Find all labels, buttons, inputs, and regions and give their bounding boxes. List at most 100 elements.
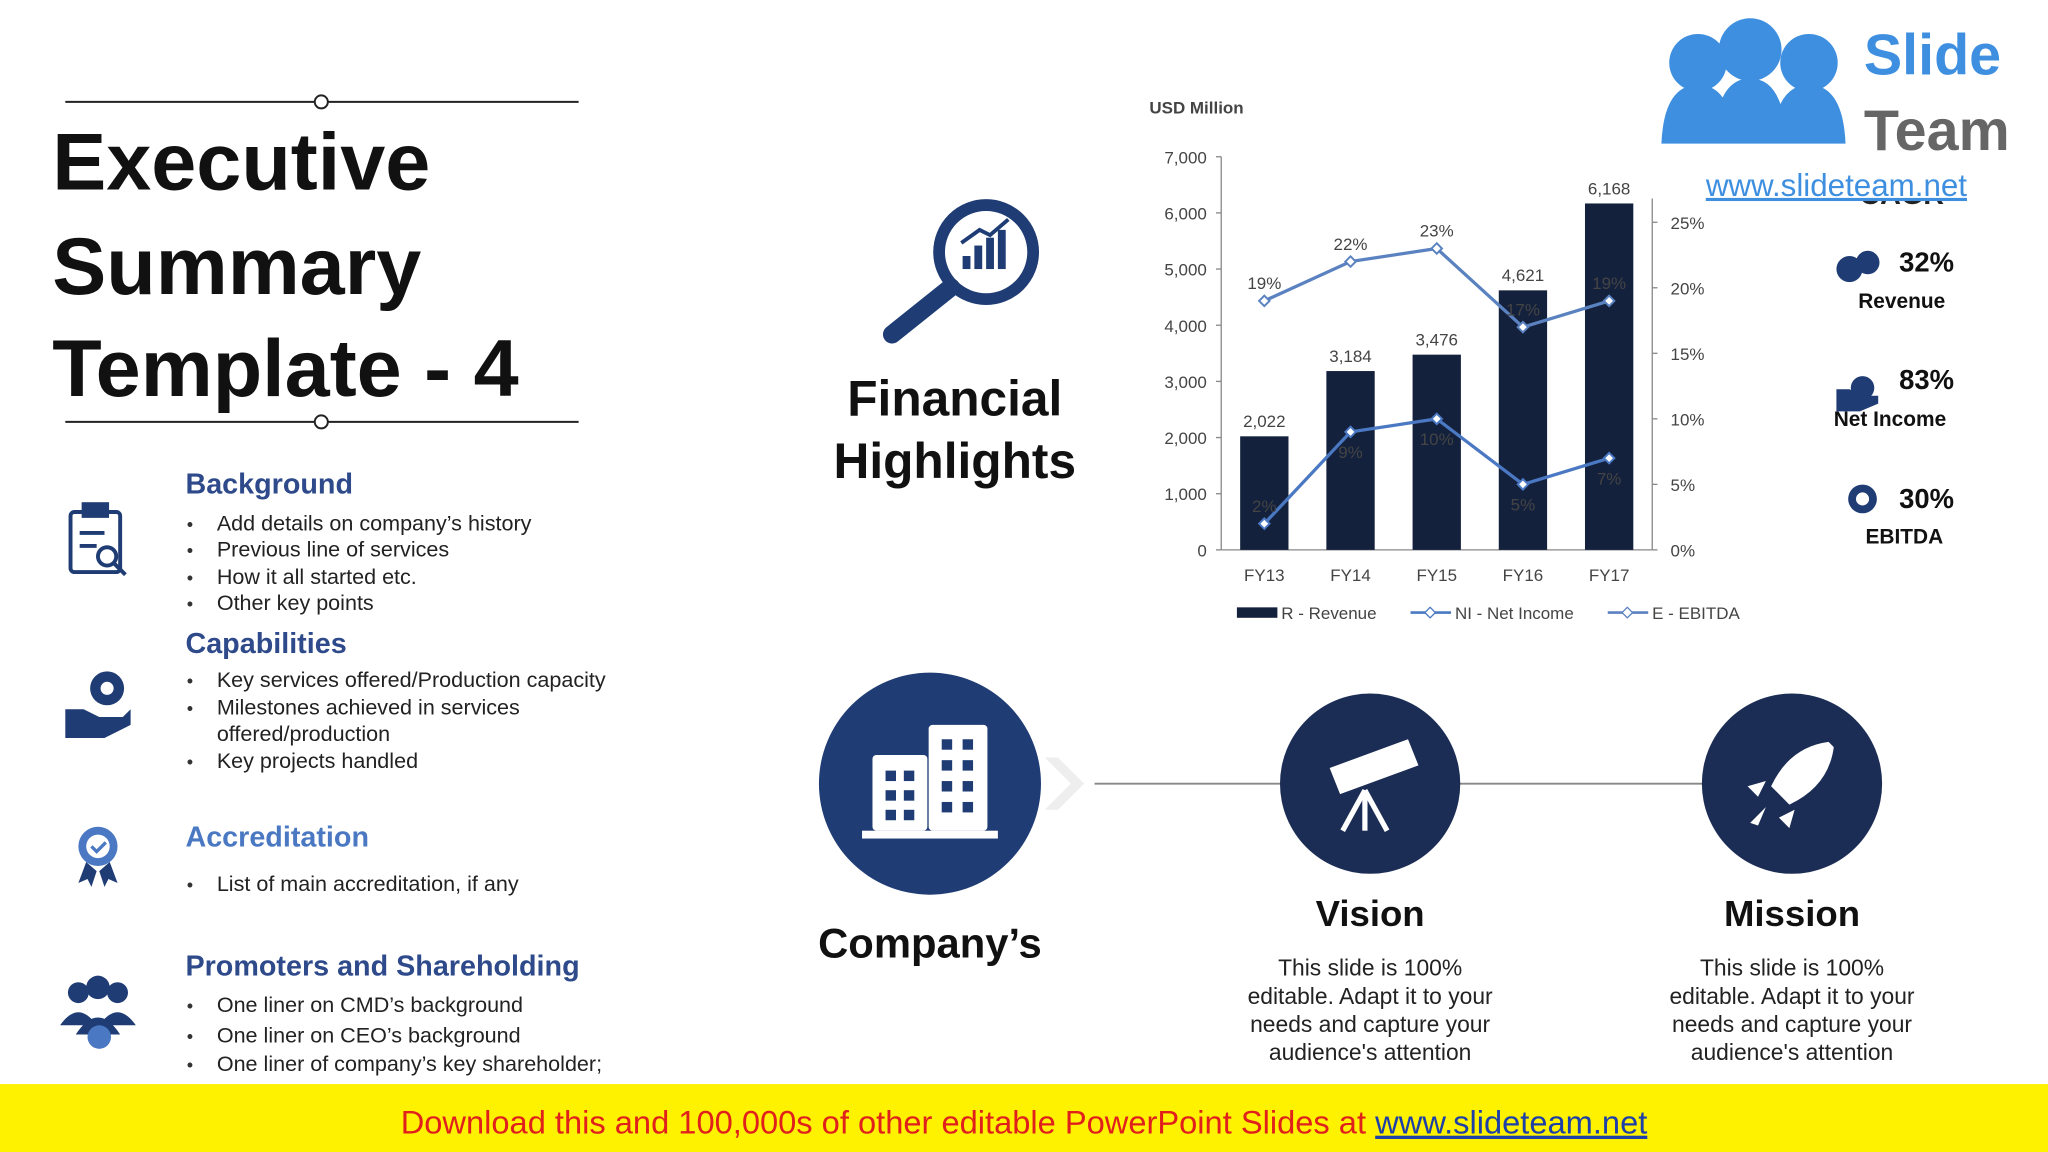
financial-title: Highlights xyxy=(833,433,1076,489)
mission-text: audience's attention xyxy=(1691,1039,1894,1065)
x-tick-label: FY13 xyxy=(1244,566,1285,585)
legend-label: R - Revenue xyxy=(1281,604,1376,623)
mission-text: This slide is 100% xyxy=(1700,955,1884,981)
y2-tick-label: 15% xyxy=(1671,345,1705,364)
legend-label: NI - Net Income xyxy=(1455,604,1574,623)
company-title: Company’s xyxy=(818,919,1042,966)
banner-link[interactable]: www.slideteam.net xyxy=(1374,1104,1647,1141)
banner-message: Download this and 100,000s of other edit… xyxy=(401,1104,1366,1141)
line-value-label: 9% xyxy=(1338,443,1363,462)
bar-value-label: 6,168 xyxy=(1588,179,1630,198)
mission-text: needs and capture your xyxy=(1672,1011,1912,1037)
bar xyxy=(1584,203,1634,550)
y-tick-label: 6,000 xyxy=(1164,204,1206,223)
line-series xyxy=(1263,246,1610,329)
cagr-icon xyxy=(1836,250,1880,514)
banner-bg xyxy=(0,1084,2048,1152)
line-marker xyxy=(1257,517,1271,531)
cagr-label: Revenue xyxy=(1858,290,1945,313)
icon-rocket xyxy=(1747,741,1834,829)
bullet-text: Add details on company’s history xyxy=(217,510,532,535)
icon-telescope xyxy=(1329,739,1419,832)
line-value-label: 23% xyxy=(1420,222,1454,241)
bullet-text: How it all started etc. xyxy=(217,564,417,589)
bullet-dot: • xyxy=(187,567,193,588)
mission-text: editable. Adapt it to your xyxy=(1669,983,1914,1009)
bullet-dot: • xyxy=(187,593,193,614)
vision-text: audience's attention xyxy=(1269,1039,1472,1065)
line-value-label: 10% xyxy=(1420,430,1454,449)
logo-url[interactable]: www.slideteam.net xyxy=(1705,168,1967,203)
mission-title: Mission xyxy=(1724,893,1860,934)
y-tick-label: 5,000 xyxy=(1164,261,1206,280)
line-value-label: 7% xyxy=(1597,469,1622,488)
bullet-dot: • xyxy=(187,513,193,534)
y2-tick-label: 10% xyxy=(1671,410,1705,429)
vision-circle xyxy=(1280,693,1461,874)
line-value-label: 19% xyxy=(1247,274,1281,293)
vision-text: This slide is 100% xyxy=(1278,955,1462,981)
bar-value-label: 3,476 xyxy=(1416,331,1458,350)
line-marker xyxy=(1430,412,1444,426)
bullet-text: Other key points xyxy=(217,590,374,615)
bar xyxy=(1412,354,1461,550)
section-heading: Accreditation xyxy=(185,821,369,853)
title: Template - 4 xyxy=(52,324,518,414)
y-tick-label: 2,000 xyxy=(1164,429,1206,448)
legend-marker xyxy=(1621,606,1634,619)
bullet-dot: • xyxy=(187,874,193,895)
vision-title: Vision xyxy=(1316,893,1425,934)
bullet-text: offered/production xyxy=(217,721,390,746)
line-marker xyxy=(1430,241,1444,256)
y-tick-label: 3,000 xyxy=(1164,373,1206,392)
logo-word: Slide xyxy=(1864,23,2001,87)
x-tick-label: FY17 xyxy=(1589,566,1630,585)
section-heading: Capabilities xyxy=(185,628,346,660)
y2-tick-label: 25% xyxy=(1671,214,1705,233)
y-tick-label: 0 xyxy=(1197,541,1206,560)
bullet-dot: • xyxy=(187,1054,193,1075)
icon-accreditation xyxy=(78,826,118,887)
line-marker xyxy=(1343,254,1358,269)
bar-value-label: 3,184 xyxy=(1329,347,1371,366)
rule-knob xyxy=(313,94,329,110)
bullet-text: One liner on CMD’s background xyxy=(217,992,523,1017)
cagr-label: EBITDA xyxy=(1865,525,1943,548)
bullet-dot: • xyxy=(187,995,193,1016)
logo-word: Team xyxy=(1864,99,2010,163)
building-windows xyxy=(885,739,974,821)
y2-tick-label: 5% xyxy=(1671,476,1696,495)
chevron xyxy=(1044,757,1085,810)
bar-value-label: 4,621 xyxy=(1502,266,1544,285)
line-marker xyxy=(1343,425,1358,439)
y-tick-label: 1,000 xyxy=(1164,485,1206,504)
legend-label: E - EBITDA xyxy=(1652,604,1740,623)
bullet-text: One liner on CEO’s background xyxy=(217,1022,521,1047)
legend-swatch xyxy=(1236,607,1278,618)
bullet-text: Key projects handled xyxy=(217,748,418,773)
bar xyxy=(1240,436,1289,550)
logo-people xyxy=(1661,18,1846,144)
line-value-label: 17% xyxy=(1506,300,1540,319)
icon-background xyxy=(68,502,127,577)
cagr-value: 83% xyxy=(1899,364,1954,395)
line-value-label: 19% xyxy=(1592,274,1626,293)
vision-text: needs and capture your xyxy=(1250,1011,1490,1037)
cagr-label: Net Income xyxy=(1834,408,1947,431)
line-value-label: 5% xyxy=(1511,495,1536,514)
banner-text: Download this and 100,000s of other edit… xyxy=(401,1104,1648,1141)
bullet-dot: • xyxy=(187,670,193,691)
bullet-text: Previous line of services xyxy=(217,536,449,561)
chart: USD Million 0 1,000 2,000 3,000 4,000 5,000 6,0… xyxy=(1149,99,1740,623)
y-tick-label: 7,000 xyxy=(1164,148,1206,167)
bullet-text: One liner of company’s key shareholder; xyxy=(217,1051,602,1076)
line-marker xyxy=(1516,477,1530,491)
title: Summary xyxy=(52,222,421,312)
bar xyxy=(1326,371,1375,550)
vision-text: editable. Adapt it to your xyxy=(1248,983,1493,1009)
x-tick-label: FY15 xyxy=(1416,566,1457,585)
bullet-dot: • xyxy=(187,1025,193,1046)
section-heading: Background xyxy=(185,469,353,501)
